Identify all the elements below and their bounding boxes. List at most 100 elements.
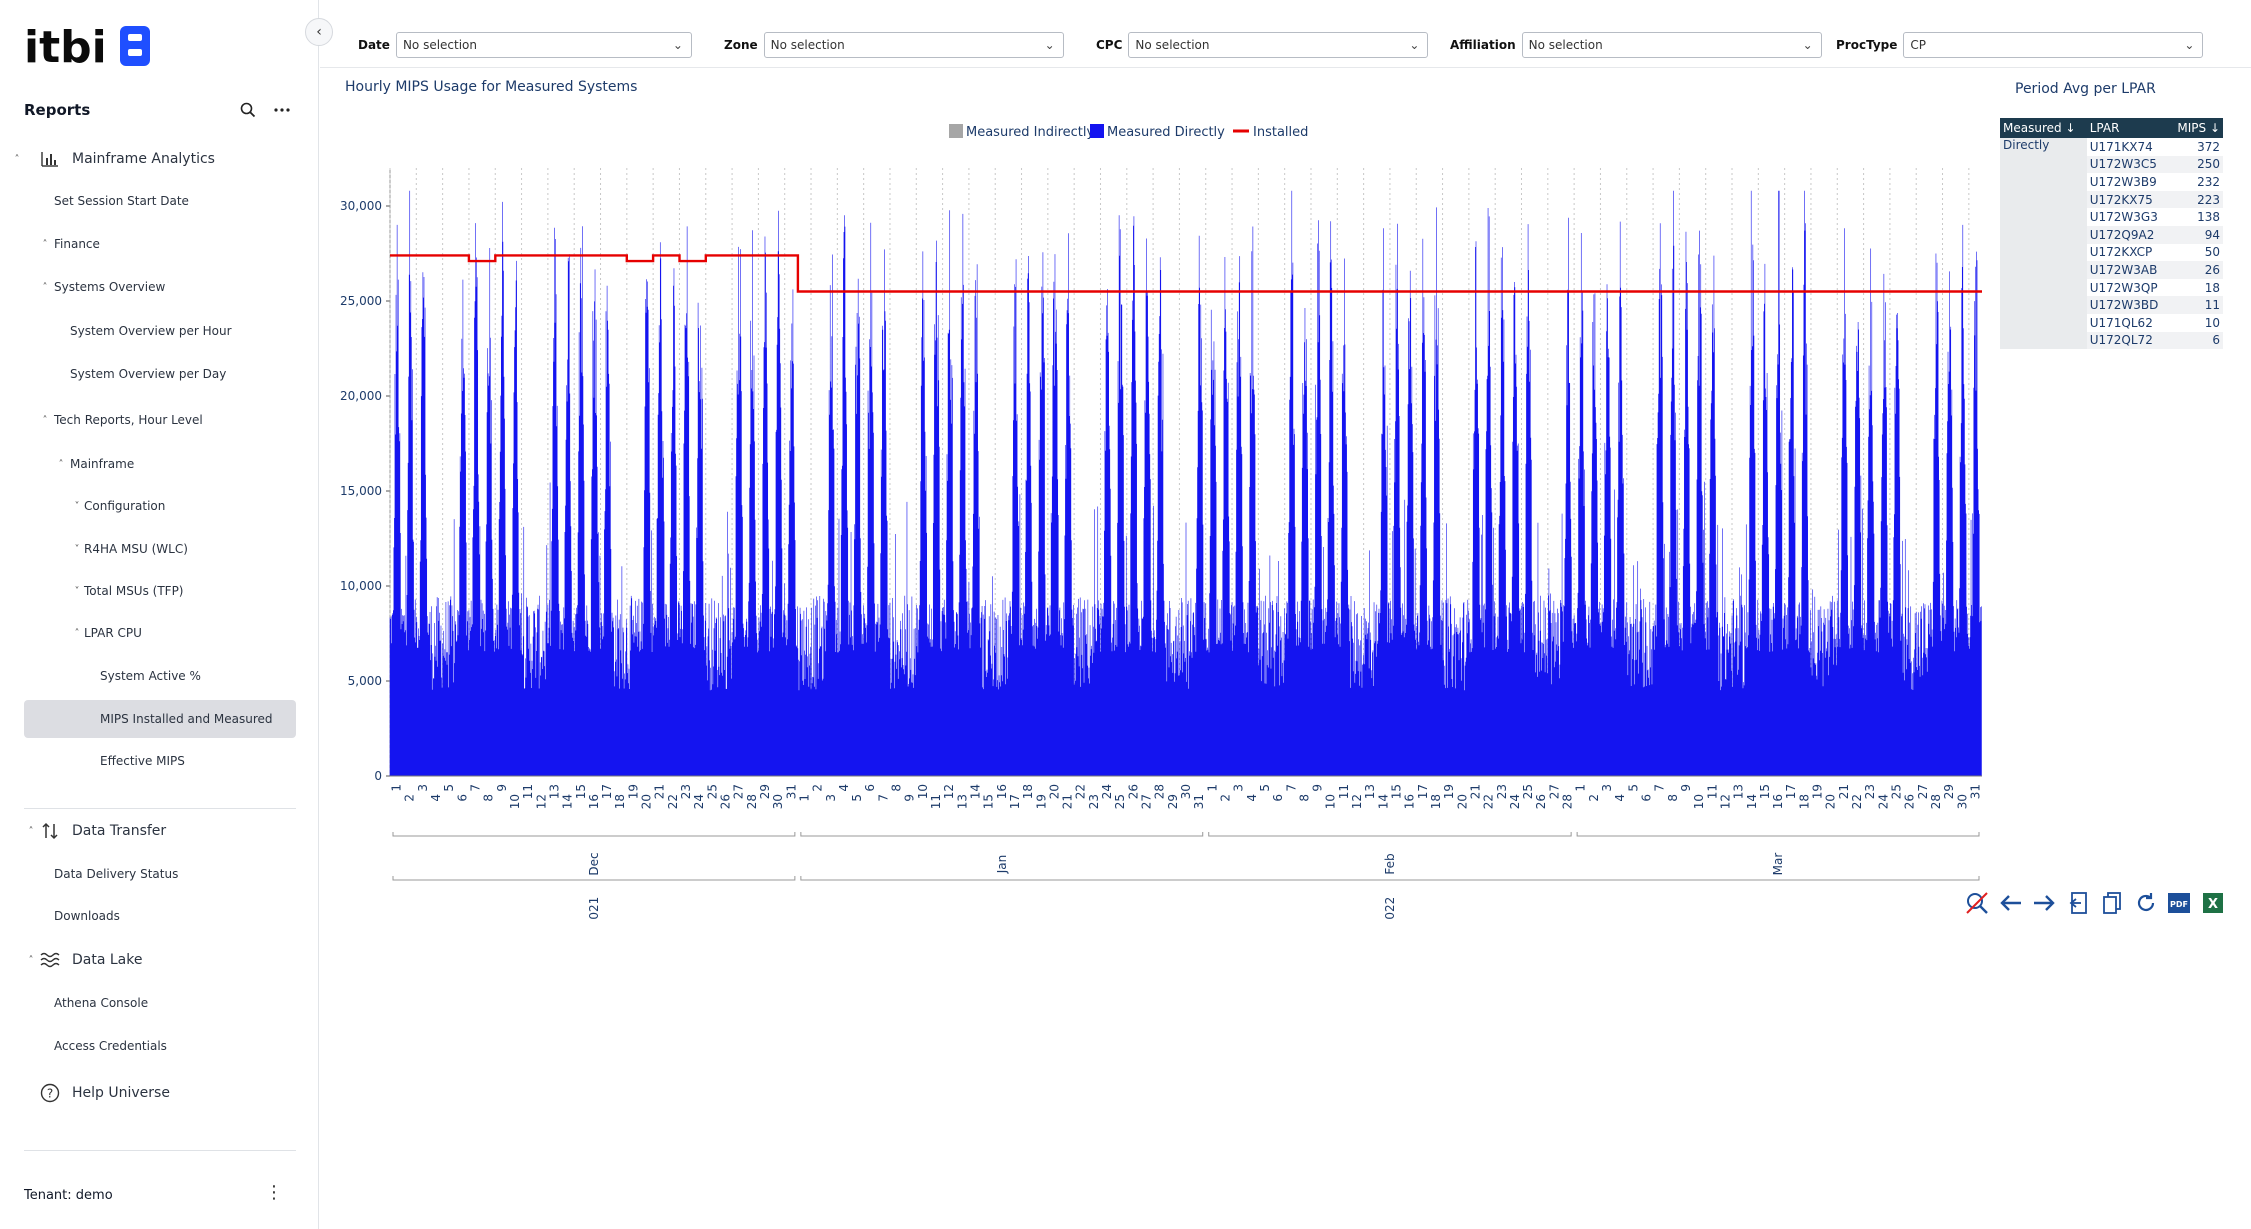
table-row[interactable]: Directly U171KX74 372 bbox=[2000, 138, 2223, 156]
sidebar-item-mainframe[interactable]: ˄ Mainframe bbox=[0, 445, 300, 483]
x-tick-label: 19 bbox=[1811, 784, 1825, 799]
table-row[interactable]: U172W3AB 26 bbox=[2000, 261, 2223, 279]
table-row[interactable]: U172W3QP 18 bbox=[2000, 278, 2223, 297]
search-icon[interactable] bbox=[234, 96, 262, 124]
x-tick-label: 29 bbox=[758, 784, 772, 799]
table-row[interactable]: U172W3B9 232 bbox=[2000, 173, 2223, 191]
sidebar-item-total-msus-tfp[interactable]: ˅ Total MSUs (TFP) bbox=[0, 572, 300, 610]
col-header-label: MIPS bbox=[2177, 121, 2207, 135]
chevron-down-icon: ⌄ bbox=[672, 38, 683, 52]
sidebar-item-finance[interactable]: ˄ Finance bbox=[0, 225, 300, 263]
table-row[interactable]: U172W3G3 138 bbox=[2000, 208, 2223, 226]
installed-line[interactable] bbox=[390, 254, 1982, 293]
sidebar-item-access-credentials[interactable]: Access Credentials bbox=[0, 1027, 300, 1065]
table-row[interactable]: U172KX75 223 bbox=[2000, 190, 2223, 209]
affiliation-select[interactable]: No selection ⌄ bbox=[1521, 32, 1822, 58]
sidebar-item-systems-overview[interactable]: ˄ Systems Overview bbox=[0, 268, 300, 306]
legend-measured-indirectly[interactable]: Measured Indirectly bbox=[949, 124, 1094, 140]
x-tick-label: 21 bbox=[653, 784, 667, 799]
table-row[interactable]: U172QL72 6 bbox=[2000, 331, 2223, 350]
x-tick-label: 26 bbox=[719, 794, 733, 809]
x-tick-label: 15 bbox=[1390, 784, 1404, 799]
pdf-icon[interactable]: PDF bbox=[2163, 888, 2197, 918]
chevron-down-icon[interactable]: ˅ bbox=[74, 543, 80, 555]
table-row[interactable]: U171QL62 10 bbox=[2000, 313, 2223, 332]
mips-usage-chart[interactable]: Measured Indirectly Measured Directly Inst… bbox=[320, 110, 2000, 920]
table-row[interactable]: U172W3C5 250 bbox=[2000, 155, 2223, 174]
sidebar-item-athena-console[interactable]: Athena Console bbox=[0, 984, 300, 1022]
chevron-up-icon[interactable]: ˄ bbox=[42, 414, 48, 426]
sidebar-item-tech-reports-hour-level[interactable]: ˄ Tech Reports, Hour Level bbox=[0, 401, 300, 439]
collapse-sidebar-button[interactable]: ‹ bbox=[305, 18, 333, 46]
chevron-up-icon[interactable]: ˄ bbox=[28, 954, 34, 966]
chevron-up-icon[interactable]: ˄ bbox=[42, 281, 48, 293]
col-header-measured[interactable]: Measured ↓ bbox=[2000, 118, 2087, 138]
legend-measured-directly[interactable]: Measured Directly bbox=[1090, 124, 1225, 140]
sidebar-item-downloads[interactable]: Downloads bbox=[0, 897, 300, 935]
chevron-down-icon[interactable]: ˅ bbox=[74, 585, 80, 597]
sidebar-item-system-overview-per-hour[interactable]: System Overview per Hour bbox=[0, 312, 300, 350]
chevron-down-icon[interactable]: ˅ bbox=[74, 500, 80, 512]
back-arrow-icon[interactable] bbox=[1994, 888, 2028, 918]
sidebar-item-label: LPAR CPU bbox=[84, 626, 142, 640]
x-tick-label: 20 bbox=[1047, 784, 1061, 799]
x-tick-label: 28 bbox=[1929, 794, 1943, 809]
sidebar-item-configuration[interactable]: ˅ Configuration bbox=[0, 487, 300, 525]
measured-directly-bars[interactable] bbox=[389, 190, 1982, 776]
sidebar-item-mainframe-analytics[interactable]: ˄ Mainframe Analytics bbox=[0, 140, 300, 178]
col-header-mips[interactable]: MIPS ↓ bbox=[2169, 118, 2223, 138]
filter-label: Zone bbox=[724, 38, 758, 52]
y-tick-label: 10,000 bbox=[340, 579, 382, 593]
copy-icon[interactable] bbox=[2095, 888, 2129, 918]
sidebar-item-data-transfer[interactable]: ˄ Data Transfer bbox=[0, 812, 300, 850]
sidebar-item-lpar-cpu[interactable]: ˄ LPAR CPU bbox=[0, 614, 300, 652]
x-tick-label: 26 bbox=[1534, 794, 1548, 809]
month-label: Mar bbox=[1771, 853, 1785, 876]
legend-installed[interactable]: Installed bbox=[1233, 125, 1308, 140]
sidebar-item-data-lake[interactable]: ˄ Data Lake bbox=[0, 941, 300, 979]
chevron-up-icon[interactable]: ˄ bbox=[14, 153, 20, 165]
table-row[interactable]: U172Q9A2 94 bbox=[2000, 225, 2223, 244]
x-tick-label: 1 bbox=[1574, 784, 1588, 792]
excel-icon[interactable]: X bbox=[2196, 888, 2230, 918]
sidebar-item-label: Data Delivery Status bbox=[54, 867, 179, 881]
sidebar-item-data-delivery-status[interactable]: Data Delivery Status bbox=[0, 855, 300, 893]
sidebar-item-system-overview-per-day[interactable]: System Overview per Day bbox=[0, 355, 300, 393]
x-tick-label: 24 bbox=[1508, 794, 1522, 809]
sidebar-item-mips-installed-and-measured[interactable]: MIPS Installed and Measured bbox=[24, 700, 296, 738]
more-options-icon[interactable] bbox=[268, 96, 296, 124]
refresh-icon[interactable] bbox=[2129, 888, 2163, 918]
zone-select[interactable]: No selection ⌄ bbox=[763, 32, 1064, 58]
x-tick-label: 25 bbox=[705, 784, 719, 799]
chevron-down-icon: ⌄ bbox=[2184, 38, 2195, 52]
sidebar-item-effective-mips[interactable]: Effective MIPS bbox=[0, 742, 300, 780]
table-row[interactable]: U172KXCP 50 bbox=[2000, 243, 2223, 262]
x-tick-label: 2 bbox=[403, 794, 417, 802]
clear-selection-icon[interactable] bbox=[1960, 888, 1994, 918]
chart-title: Hourly MIPS Usage for Measured Systems bbox=[345, 79, 638, 95]
forward-arrow-icon[interactable] bbox=[2028, 888, 2062, 918]
sidebar-item-system-active[interactable]: System Active % bbox=[0, 657, 300, 695]
sidebar-item-label: System Overview per Hour bbox=[70, 324, 232, 338]
tenant-menu-icon[interactable]: ⋮ bbox=[265, 1181, 283, 1203]
x-tick-label: 8 bbox=[1666, 794, 1680, 802]
chevron-up-icon[interactable]: ˄ bbox=[28, 825, 34, 837]
x-tick-label: 4 bbox=[1245, 794, 1259, 802]
x-tick-label: 6 bbox=[455, 794, 469, 802]
table-row[interactable]: U172W3BD 11 bbox=[2000, 296, 2223, 314]
chevron-up-icon[interactable]: ˄ bbox=[42, 238, 48, 250]
chevron-up-icon[interactable]: ˄ bbox=[58, 458, 64, 470]
x-tick-label: 24 bbox=[1876, 794, 1890, 809]
col-header-lpar[interactable]: LPAR bbox=[2086, 118, 2170, 138]
sidebar-item-help-universe[interactable]: ? Help Universe bbox=[0, 1074, 300, 1112]
sidebar-item-r4ha-msu-wlc[interactable]: ˅ R4HA MSU (WLC) bbox=[0, 530, 300, 568]
cpc-select[interactable]: No selection ⌄ bbox=[1128, 32, 1429, 58]
proctype-select[interactable]: CP ⌄ bbox=[1903, 32, 2204, 58]
chevron-up-icon[interactable]: ˄ bbox=[74, 627, 80, 639]
date-select[interactable]: No selection ⌄ bbox=[395, 32, 692, 58]
export-icon[interactable] bbox=[2061, 888, 2095, 918]
x-tick-label: 25 bbox=[1113, 794, 1127, 809]
sidebar-item-set-session-start-date[interactable]: Set Session Start Date bbox=[0, 182, 300, 220]
x-tick-label: 31 bbox=[784, 784, 798, 799]
x-tick-label: 12 bbox=[942, 784, 956, 799]
